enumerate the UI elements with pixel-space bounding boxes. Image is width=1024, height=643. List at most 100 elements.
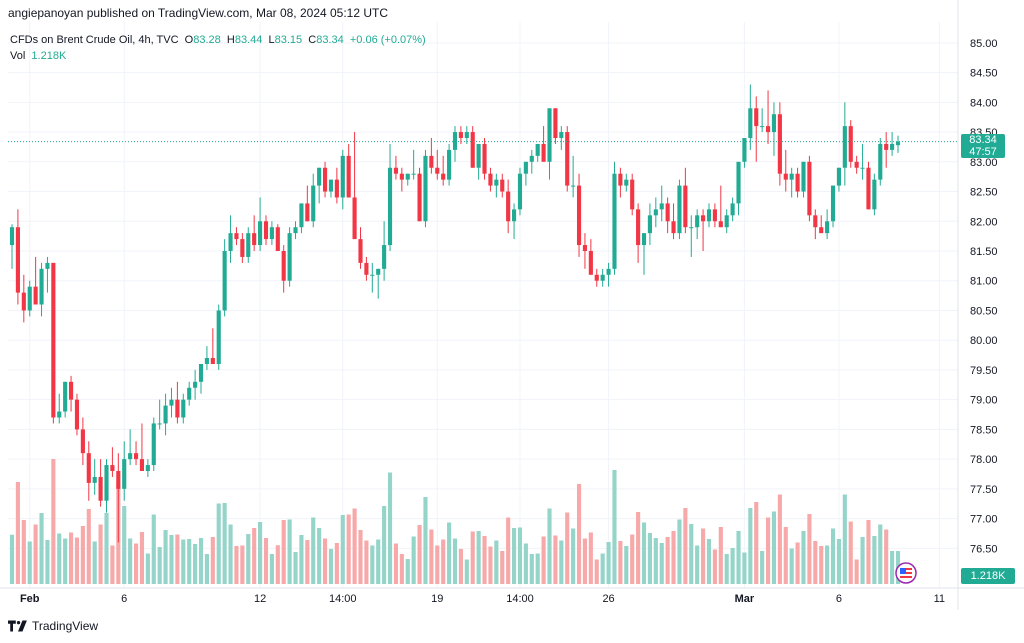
symbol-name[interactable]: CFDs on Brent Crude Oil, 4h, TVC	[10, 34, 179, 46]
y-tick-label: 77.50	[970, 484, 998, 496]
volume-bar	[228, 524, 233, 584]
candle-body	[39, 268, 44, 305]
volume-bar	[529, 554, 534, 584]
volume-bar	[665, 537, 670, 584]
volume-bar	[795, 542, 800, 584]
low-value: 83.15	[274, 34, 303, 46]
volume-bars	[9, 459, 901, 584]
volume-bar	[813, 541, 818, 584]
candle-body	[866, 167, 871, 210]
candle-body	[547, 108, 552, 162]
x-tick-label: 26	[602, 593, 614, 605]
candle-body	[807, 161, 812, 216]
y-tick-label: 79.50	[970, 365, 998, 377]
candle-body	[210, 358, 215, 364]
volume-bar	[476, 531, 481, 584]
volume-bar	[68, 532, 74, 584]
volume-bar	[370, 545, 375, 584]
volume-bar	[447, 522, 452, 584]
volume-bar	[293, 552, 298, 584]
candle-body	[689, 227, 694, 229]
volume-bar	[890, 551, 895, 584]
candle-body	[364, 262, 369, 275]
volume-bar	[399, 554, 404, 584]
candle-body	[382, 245, 387, 269]
volume-bar	[689, 524, 694, 584]
volume-bar	[441, 539, 446, 584]
volume-bar	[181, 539, 186, 584]
candle-body	[665, 203, 670, 222]
volume-bar	[74, 537, 80, 584]
volume-bar	[866, 520, 871, 584]
candle-body	[535, 143, 540, 156]
y-tick-label: 77.00	[970, 514, 998, 526]
volume-bar	[216, 503, 221, 584]
volume-bar	[565, 512, 570, 584]
candle-body	[825, 221, 830, 234]
volume-bar	[884, 529, 889, 584]
candles	[9, 84, 901, 543]
candle-body	[494, 179, 499, 186]
volume-bar	[789, 548, 794, 584]
volume-bar	[429, 529, 434, 584]
candle-body	[884, 143, 889, 150]
candle-body	[488, 173, 493, 186]
vol-label[interactable]: Vol	[10, 50, 26, 62]
brand-name[interactable]: TradingView	[32, 619, 99, 633]
candle-body	[139, 459, 145, 472]
ohlc-legend-row: CFDs on Brent Crude Oil, 4h, TVC O83.28 …	[10, 32, 426, 48]
candle-body	[576, 185, 582, 246]
y-tick-label: 82.00	[970, 216, 998, 228]
candle-body	[511, 209, 517, 222]
volume-bar	[110, 545, 115, 584]
volume-bar	[582, 538, 588, 584]
volume-bar	[618, 541, 623, 584]
volume-bar	[819, 546, 824, 584]
candle-body	[695, 215, 700, 228]
volume-bar	[382, 506, 387, 584]
candle-body	[86, 453, 91, 483]
published-header: angiepanoyan published on TradingView.co…	[8, 6, 389, 20]
candle-body	[529, 155, 534, 162]
candle-body	[517, 173, 523, 210]
candle-body	[795, 173, 800, 192]
volume-bar	[535, 553, 540, 584]
volume-bar	[677, 519, 682, 584]
candle-body	[730, 203, 735, 216]
candle-body	[500, 179, 505, 192]
candle-body	[618, 173, 623, 186]
volume-bar	[376, 539, 381, 584]
volume-bar	[830, 528, 836, 584]
volume-bar	[163, 530, 168, 584]
volume-bar	[346, 514, 351, 584]
candle-body	[328, 179, 334, 192]
candle-body	[447, 149, 452, 180]
volume-bar	[854, 559, 859, 584]
candle-body	[476, 143, 481, 168]
candle-body	[346, 155, 351, 198]
volume-bar	[671, 531, 676, 584]
volume-bar	[878, 524, 883, 584]
candle-body	[582, 245, 588, 251]
candle-body	[399, 173, 404, 180]
last-price-value: 83.34	[969, 133, 997, 146]
candle-body	[701, 215, 706, 222]
volume-bar	[458, 549, 463, 584]
volume-bar	[246, 534, 251, 584]
volume-bar	[45, 540, 50, 584]
volume-bar	[748, 508, 753, 584]
candle-body	[228, 233, 233, 251]
volume-bar	[541, 536, 546, 584]
candle-body	[340, 155, 345, 198]
candle-body	[464, 132, 469, 139]
change-value: +0.06 (+0.07%)	[349, 34, 426, 46]
candle-body	[222, 250, 227, 311]
us-flag-icon[interactable]	[895, 562, 917, 584]
candle-body	[33, 286, 38, 305]
candle-body	[718, 221, 723, 228]
volume-bar	[340, 515, 345, 584]
volume-bar	[647, 533, 652, 584]
candle-body	[311, 185, 316, 222]
candle-body	[417, 173, 422, 222]
